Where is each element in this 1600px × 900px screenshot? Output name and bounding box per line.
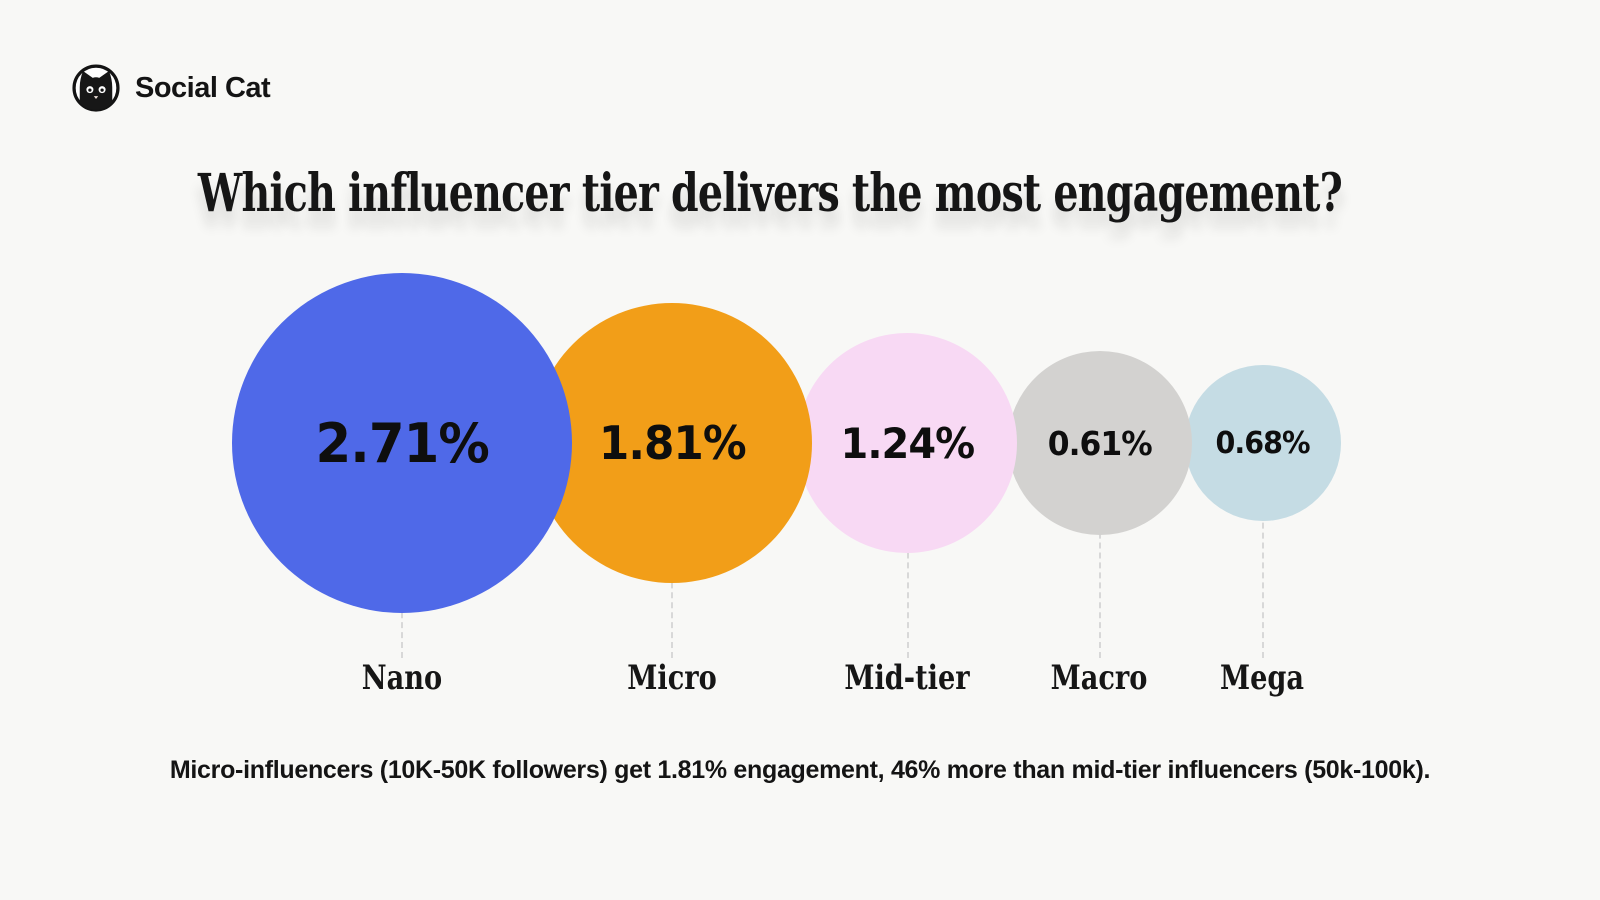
bubble-mid-tier: 1.24% (797, 333, 1017, 553)
tier-label-macro: Macro (1050, 658, 1148, 698)
logo: Social Cat (70, 62, 271, 114)
bubble-macro: 0.61% (1008, 351, 1192, 535)
bubble-value-macro: 0.61% (1047, 423, 1153, 463)
bubble-nano: 2.71% (232, 273, 572, 613)
bubble-mega: 0.68% (1185, 365, 1341, 521)
bubble-value-micro: 1.81% (598, 416, 747, 470)
tier-label-micro: Micro (627, 658, 717, 698)
connector-line-macro (1099, 443, 1101, 658)
bubble-value-mid-tier: 1.24% (840, 418, 975, 468)
brand-name: Social Cat (135, 71, 271, 104)
bubble-value-mega: 0.68% (1215, 425, 1311, 461)
tier-label-nano: Nano (361, 658, 443, 698)
tier-label-mega: Mega (1219, 658, 1305, 698)
bubble-value-nano: 2.71% (315, 411, 489, 475)
connector-line-mega (1262, 443, 1264, 658)
chart-title: Which influencer tier delivers the most … (197, 163, 1343, 224)
tier-label-mid-tier: Mid-tier (844, 658, 970, 698)
bubble-micro: 1.81% (532, 303, 812, 583)
caption: Micro-influencers (10K-50K followers) ge… (169, 756, 1431, 784)
cat-face-icon (72, 64, 120, 112)
